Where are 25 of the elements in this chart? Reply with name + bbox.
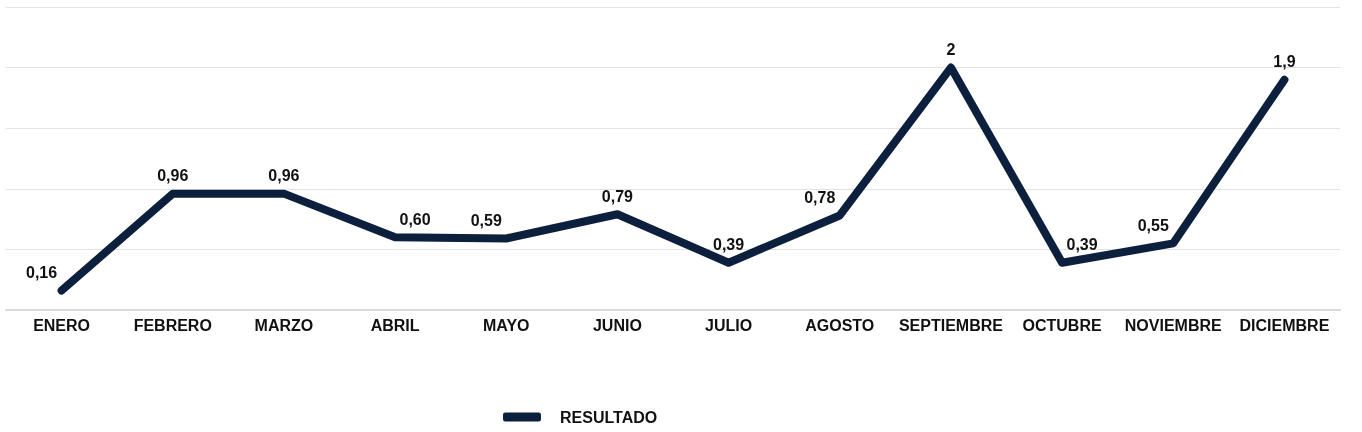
x-tick-label: MAYO	[482, 316, 530, 334]
data-label: 0,60	[399, 210, 431, 228]
data-label: 0,59	[470, 211, 502, 229]
x-tick-label: ABRIL	[370, 316, 420, 334]
data-label: 2	[946, 41, 956, 59]
x-tick-label: ENERO	[33, 316, 91, 334]
data-label: 0,79	[601, 187, 634, 205]
x-tick-label: NOVIEMBRE	[1124, 316, 1223, 334]
x-tick-label: AGOSTO	[805, 316, 875, 334]
x-tick-label: SEPTIEMBRE	[898, 316, 1004, 334]
data-label: 0,96	[268, 167, 300, 185]
data-label: 0,16	[26, 264, 58, 282]
data-label: 1,9	[1273, 53, 1296, 71]
data-label: 0,55	[1137, 216, 1169, 234]
x-tick-label: DICIEMBRE	[1239, 316, 1330, 334]
data-label: 0,39	[713, 236, 745, 254]
data-label: 0,39	[1066, 236, 1098, 254]
x-tick-label: FEBRERO	[133, 316, 212, 334]
x-tick-label: JULIO	[705, 316, 753, 334]
x-tick-label: OCTUBRE	[1022, 316, 1102, 334]
x-tick-label: JUNIO	[592, 316, 642, 334]
data-label: 0,78	[804, 188, 836, 206]
legend-label: RESULTADO	[560, 408, 658, 426]
data-label: 0,96	[157, 167, 189, 185]
x-tick-label: MARZO	[254, 316, 314, 334]
